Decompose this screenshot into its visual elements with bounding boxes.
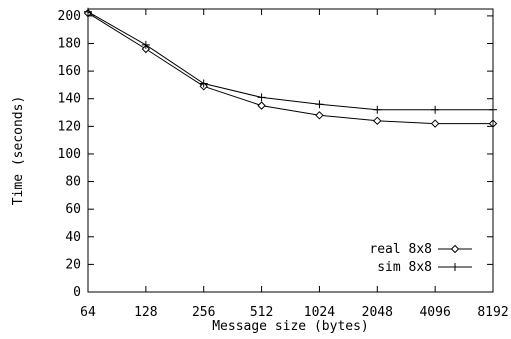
data-point — [199, 79, 208, 88]
x-tick-label: 2048 — [362, 305, 393, 320]
legend: real 8x8 sim 8x8 — [369, 242, 472, 275]
x-axis-ticks: 64 128 256 512 1024 2048 4096 8192 — [80, 9, 509, 320]
x-axis-label: Message size (bytes) — [212, 319, 369, 334]
data-point — [373, 116, 382, 126]
y-tick-label: 120 — [58, 119, 81, 134]
data-point — [430, 119, 440, 128]
legend-label: sim 8x8 — [377, 260, 432, 275]
x-tick-label: 128 — [134, 305, 157, 320]
legend-marker — [450, 244, 460, 254]
plot-frame — [87, 8, 494, 293]
data-point — [141, 40, 150, 49]
series-line — [87, 12, 493, 125]
legend-marker — [451, 263, 459, 271]
y-tick-label: 100 — [58, 147, 81, 162]
x-tick-label: 1024 — [304, 305, 335, 320]
y-tick-label: 60 — [65, 202, 81, 217]
data-point — [315, 111, 324, 120]
x-tick-label: 512 — [250, 305, 273, 320]
y-tick-label: 160 — [58, 64, 81, 79]
y-axis-label-group: Time (seconds) — [11, 96, 26, 206]
series-layer — [83, 7, 498, 128]
y-tick-label: 20 — [65, 257, 81, 272]
y-tick-label: 40 — [65, 230, 81, 245]
x-tick-label: 4096 — [419, 305, 450, 320]
y-axis-label: Time (seconds) — [11, 96, 26, 206]
x-tick-label: 8192 — [477, 305, 508, 320]
y-tick-label: 140 — [58, 92, 81, 107]
x-tick-label: 64 — [80, 305, 96, 320]
legend-label: real 8x8 — [369, 242, 432, 257]
x-tick-label: 256 — [192, 305, 215, 320]
data-point — [431, 105, 440, 114]
y-tick-label: 200 — [58, 9, 81, 24]
data-point — [141, 44, 151, 54]
data-point — [257, 93, 266, 102]
series-line — [87, 11, 493, 111]
y-tick-label: 80 — [65, 175, 81, 190]
y-axis-ticks: 0 20 40 60 80 100 120 140 160 180 200 — [58, 9, 493, 300]
series-2 — [84, 7, 497, 114]
data-point — [257, 101, 266, 110]
data-point — [373, 105, 382, 114]
y-tick-label: 0 — [73, 285, 81, 300]
y-tick-label: 180 — [58, 37, 81, 52]
data-point — [315, 100, 324, 109]
